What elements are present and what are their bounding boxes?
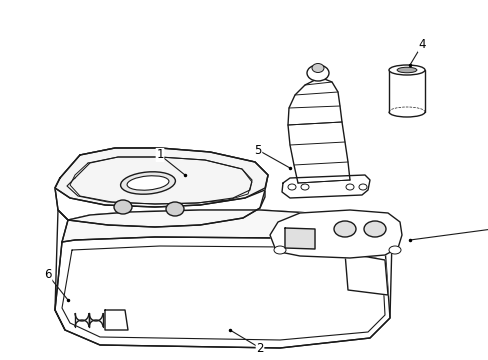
Polygon shape (55, 148, 267, 227)
Text: 6: 6 (44, 269, 52, 282)
Text: 4: 4 (417, 39, 425, 51)
Ellipse shape (301, 184, 308, 190)
Polygon shape (287, 78, 349, 183)
Polygon shape (55, 148, 267, 207)
Polygon shape (285, 228, 314, 249)
Ellipse shape (311, 63, 324, 72)
Ellipse shape (346, 184, 353, 190)
Polygon shape (55, 210, 391, 348)
Polygon shape (345, 253, 387, 295)
Polygon shape (282, 175, 369, 198)
Ellipse shape (363, 221, 385, 237)
Ellipse shape (306, 65, 328, 81)
Polygon shape (55, 237, 389, 348)
Ellipse shape (121, 172, 175, 194)
Polygon shape (105, 310, 128, 330)
Text: 1: 1 (156, 148, 163, 162)
Polygon shape (55, 148, 267, 207)
Polygon shape (62, 210, 391, 248)
Ellipse shape (287, 184, 295, 190)
Text: 2: 2 (256, 342, 263, 355)
Text: 5: 5 (254, 144, 261, 157)
Ellipse shape (114, 200, 132, 214)
Ellipse shape (273, 246, 285, 254)
Polygon shape (269, 210, 401, 258)
Ellipse shape (388, 246, 400, 254)
Polygon shape (55, 162, 267, 227)
Ellipse shape (127, 176, 168, 190)
Ellipse shape (388, 65, 424, 75)
Ellipse shape (165, 202, 183, 216)
Ellipse shape (358, 184, 366, 190)
Ellipse shape (396, 67, 416, 73)
Ellipse shape (333, 221, 355, 237)
